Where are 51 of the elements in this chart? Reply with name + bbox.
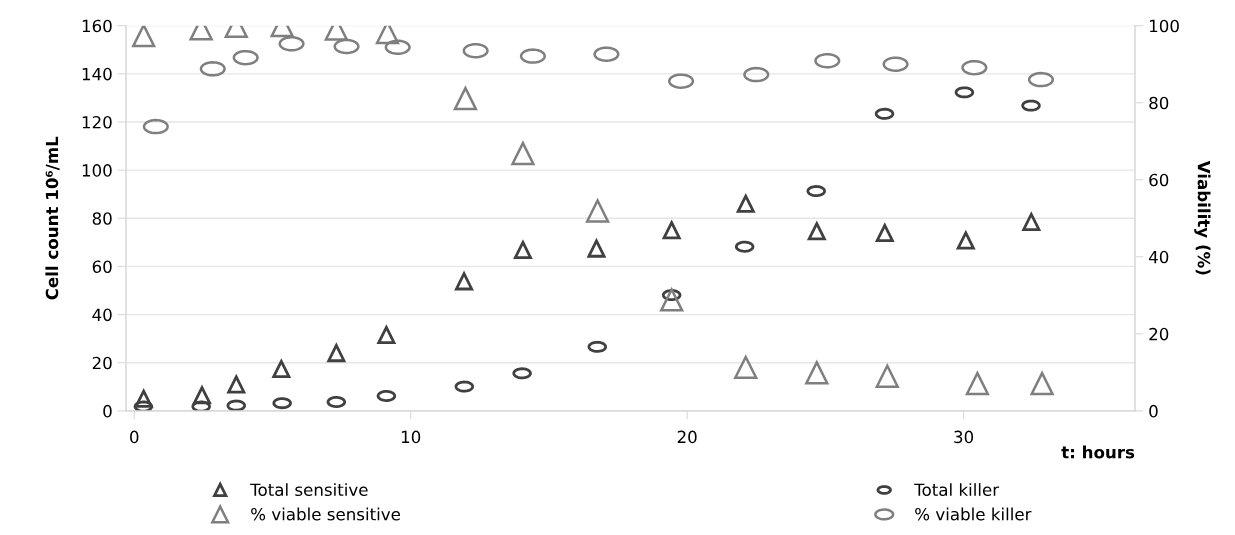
y2-tick-label: 40 — [1148, 250, 1169, 264]
legend-label: % viable killer — [915, 507, 1032, 521]
x-tick-label: 20 — [677, 430, 697, 444]
y-tick-label: 80 — [92, 212, 112, 225]
y-tick-label: 0 — [103, 404, 112, 418]
point — [513, 241, 532, 260]
point — [511, 141, 535, 166]
y2-axis-title: Viability (%) — [1194, 160, 1211, 275]
x-tick-label: 0 — [130, 430, 139, 444]
point — [875, 223, 894, 242]
point — [272, 359, 291, 379]
point — [807, 222, 826, 241]
y2-tick-label: 0 — [1149, 404, 1158, 418]
point — [659, 288, 684, 312]
x-tick-label: 30 — [954, 430, 974, 444]
point — [455, 272, 474, 291]
y-tick-label: 160 — [82, 19, 112, 33]
point — [965, 371, 990, 396]
y-tick-label: 40 — [92, 308, 112, 322]
y2-tick-label: 80 — [1149, 96, 1169, 110]
point — [134, 389, 153, 408]
legend-label: % viable sensitive — [251, 507, 400, 521]
y-tick-label: 120 — [82, 115, 112, 129]
y-tick-label: 20 — [92, 356, 112, 370]
point — [585, 199, 610, 223]
point — [805, 361, 829, 385]
point — [227, 375, 246, 394]
point — [327, 344, 346, 363]
point — [587, 239, 606, 258]
point — [192, 386, 212, 405]
point — [736, 194, 755, 213]
point — [377, 326, 396, 345]
y2-tick-label: 100 — [1149, 19, 1179, 33]
point — [662, 221, 681, 240]
y2-tick-label: 60 — [1149, 173, 1169, 187]
y-tick-label: 140 — [82, 67, 112, 81]
legend-label: Total sensitive — [250, 483, 368, 497]
point — [734, 355, 758, 380]
legend-label: Total killer — [914, 483, 1000, 497]
point — [956, 231, 975, 250]
point — [1022, 212, 1041, 231]
x-axis-title: t: hours — [1061, 445, 1135, 459]
point — [1030, 371, 1054, 396]
y-axis-title: Cell count 10⁶/mL — [45, 136, 60, 300]
x-tick-label: 10 — [401, 430, 421, 444]
point — [453, 86, 478, 111]
point — [875, 364, 899, 388]
y-tick-label: 60 — [92, 260, 112, 273]
y-tick-label: 100 — [82, 164, 112, 177]
point — [132, 25, 156, 48]
y2-tick-label: 20 — [1149, 327, 1169, 341]
